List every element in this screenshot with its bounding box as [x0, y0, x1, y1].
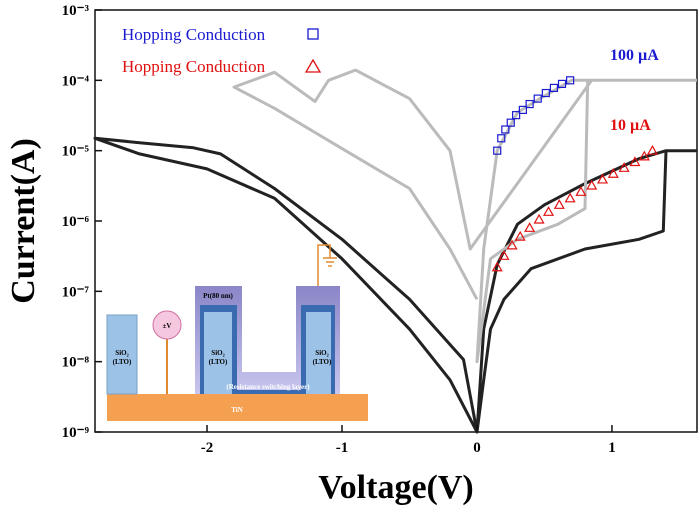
marker	[629, 156, 641, 167]
inset-label: TiN	[231, 406, 243, 414]
y-tick-label: 10⁻⁵	[62, 144, 90, 160]
marker	[501, 125, 510, 134]
legend-label: Hopping Conduction	[122, 57, 266, 76]
marker	[498, 250, 510, 260]
legend-marker	[304, 58, 322, 73]
wire	[317, 244, 331, 286]
inset-label: (LTO)	[113, 358, 132, 366]
inset-label: SiO₂	[115, 349, 128, 357]
marker	[518, 105, 527, 114]
annotation: 10 µA	[610, 117, 651, 134]
legend-label: Hopping Conduction	[122, 25, 266, 44]
marker	[586, 179, 598, 190]
marker	[557, 79, 567, 88]
marker	[533, 213, 545, 224]
marker	[524, 222, 536, 232]
x-tick-label: -2	[201, 440, 214, 456]
y-tick-label: 10⁻⁸	[62, 355, 90, 371]
y-tick-label: 10⁻⁴	[62, 73, 90, 89]
marker	[564, 192, 576, 203]
tin-layer	[107, 394, 368, 421]
inset-label: (LTO)	[313, 358, 332, 366]
marker	[497, 134, 506, 143]
marker	[566, 76, 575, 85]
inset-label: SiO₂	[315, 349, 328, 357]
marker	[646, 144, 658, 155]
marker	[549, 83, 559, 93]
annotation: 100 µA	[610, 47, 659, 64]
marker	[596, 173, 609, 184]
marker	[493, 146, 502, 155]
marker	[618, 162, 630, 172]
x-tick-label: -1	[336, 440, 349, 456]
inset-label: (LTO)	[209, 358, 228, 366]
marker	[542, 206, 555, 216]
x-tick-label: 1	[608, 440, 616, 456]
inset-label: ±V	[163, 322, 172, 330]
y-tick-label: 10⁻⁹	[62, 425, 90, 441]
marker	[491, 261, 503, 272]
x-tick-label: 0	[473, 440, 481, 456]
y-axis-title: Current(A)	[5, 138, 42, 304]
marker	[506, 118, 515, 127]
inset-label: SiO₂	[211, 349, 224, 357]
marker	[607, 168, 619, 178]
inset-label: (Resistance switching layer)	[226, 383, 310, 391]
sio2-block	[204, 312, 331, 394]
switching-layer	[200, 305, 335, 394]
inset-label: Pt(80 nm)	[203, 292, 233, 300]
y-tick-label: 10⁻⁷	[62, 284, 90, 300]
marker	[506, 239, 518, 250]
iv-curve	[93, 136, 697, 434]
y-tick-label: 10⁻⁶	[62, 214, 90, 230]
x-axis-title: Voltage(V)	[318, 469, 474, 506]
ground	[323, 257, 337, 267]
marker	[514, 230, 526, 241]
marker	[638, 150, 650, 161]
source	[152, 310, 182, 340]
legend-marker	[307, 28, 319, 40]
marker	[533, 94, 542, 103]
marker	[553, 199, 565, 209]
sio2-block	[106, 314, 138, 395]
inset-diagram: SiO₂ (LTO) SiO₂ (LTO) SiO₂ (LTO) ±V Pt(8…	[106, 244, 368, 421]
marker	[575, 186, 587, 196]
marker	[525, 99, 534, 109]
marker	[512, 111, 521, 120]
y-tick-label: 10⁻³	[62, 3, 90, 19]
marker	[541, 88, 550, 98]
